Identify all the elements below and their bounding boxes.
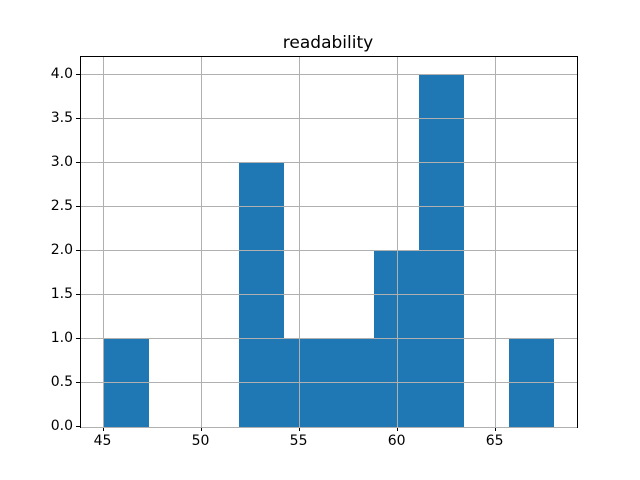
y-tick-mark: [76, 161, 80, 163]
y-tick-label: 4.0: [50, 65, 73, 82]
y-tick-label: 0.0: [50, 418, 73, 434]
y-tick-mark: [76, 426, 80, 427]
gridline-vertical: [299, 57, 301, 427]
y-tick-label: 2.0: [50, 241, 73, 258]
gridline-horizontal: [81, 206, 577, 208]
y-tick-label: 2.5: [50, 197, 73, 214]
y-tick-label: 3.5: [50, 109, 73, 126]
gridline-vertical: [495, 57, 497, 427]
gridline-vertical: [103, 57, 105, 427]
x-tick-mark: [102, 427, 104, 431]
x-tick-label: 50: [191, 433, 210, 449]
y-tick-mark: [76, 117, 80, 119]
y-tick-label: 1.0: [50, 329, 73, 346]
y-tick-mark: [76, 73, 80, 75]
gridline-vertical: [397, 57, 399, 427]
gridline-horizontal: [81, 118, 577, 120]
gridline-horizontal: [81, 426, 577, 428]
y-tick-mark: [76, 293, 80, 295]
gridline-horizontal: [81, 382, 577, 384]
gridline-horizontal: [81, 294, 577, 296]
y-tick-label: 1.5: [50, 285, 73, 302]
gridline-horizontal: [81, 338, 577, 340]
y-tick-mark: [76, 337, 80, 339]
x-tick-mark: [200, 427, 202, 431]
x-tick-label: 45: [93, 433, 112, 449]
gridline-horizontal: [81, 250, 577, 252]
y-tick-mark: [76, 249, 80, 251]
y-tick-label: 3.0: [50, 153, 73, 170]
gridline-horizontal: [81, 74, 577, 76]
y-tick-label: 0.5: [50, 373, 73, 390]
gridline-horizontal: [81, 162, 577, 164]
plot-area: [80, 56, 578, 428]
y-tick-mark: [76, 381, 80, 383]
x-tick-mark: [396, 427, 398, 431]
gridline-vertical: [201, 57, 203, 427]
x-tick-mark: [494, 427, 496, 431]
chart-title: readability: [282, 33, 374, 53]
x-tick-label: 60: [387, 433, 406, 449]
x-tick-mark: [298, 427, 300, 431]
x-tick-label: 65: [485, 433, 504, 449]
x-tick-label: 55: [289, 433, 308, 449]
y-tick-mark: [76, 205, 80, 207]
